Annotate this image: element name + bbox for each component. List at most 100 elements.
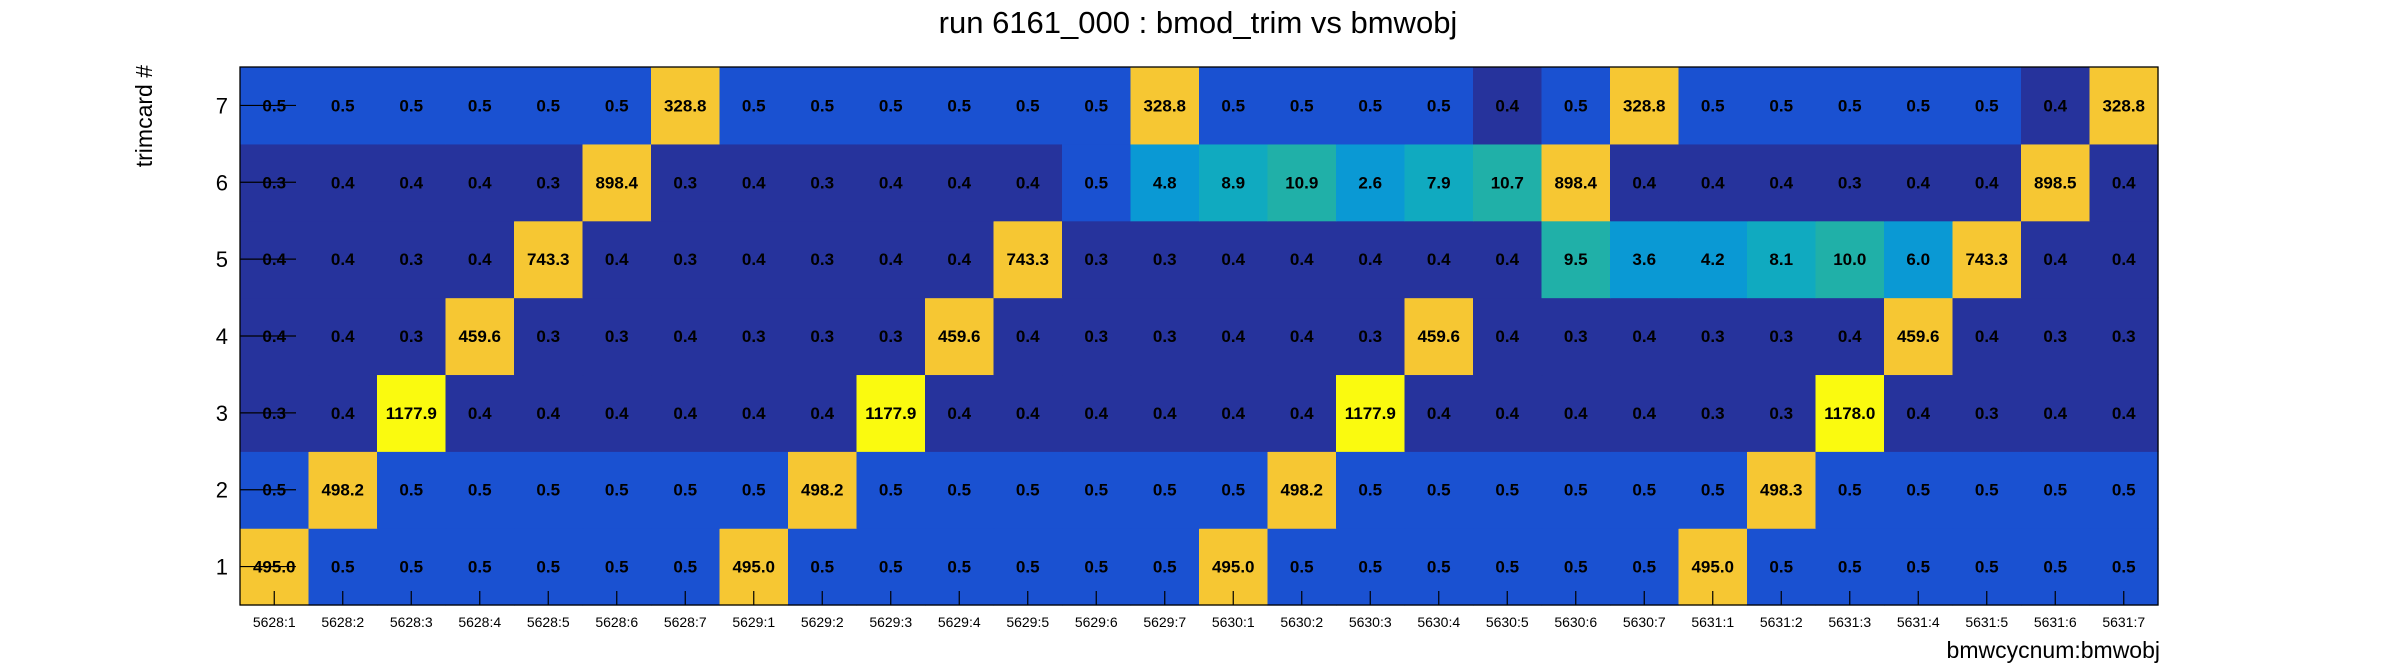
cell-value-label: 0.4	[1632, 173, 1656, 192]
x-tick-label: 5630:2	[1280, 614, 1323, 630]
y-tick-label: 4	[216, 324, 228, 349]
heatmap-cells	[240, 67, 2159, 606]
cell-value-label: 1177.9	[386, 404, 437, 423]
cell-value-label: 0.5	[1701, 96, 1725, 115]
cell-value-label: 0.4	[1975, 327, 1999, 346]
heatmap-cell	[1884, 451, 1954, 529]
cell-value-label: 0.4	[1495, 96, 1519, 115]
cell-value-label: 0.5	[536, 558, 560, 577]
cell-value-label: 0.5	[1153, 481, 1177, 500]
heatmap-cell	[308, 220, 378, 299]
cell-value-label: 0.5	[1084, 481, 1108, 500]
cell-value-label: 328.8	[1623, 96, 1666, 115]
heatmap-cell	[582, 220, 652, 299]
heatmap-cell	[1610, 220, 1680, 299]
heatmap-cell	[788, 67, 858, 145]
heatmap-cell	[1062, 220, 1132, 299]
cell-value-label: 0.4	[1290, 404, 1314, 423]
x-tick-label: 5631:3	[1828, 614, 1871, 630]
cell-value-label: 0.3	[1084, 327, 1108, 346]
heatmap-cell	[1884, 220, 1954, 299]
cell-value-label: 498.2	[1280, 481, 1323, 500]
cell-value-label: 0.5	[742, 481, 766, 500]
y-tick-label: 6	[216, 170, 228, 195]
heatmap-cell	[1747, 374, 1817, 452]
heatmap-cell	[1815, 220, 1885, 299]
heatmap-cell	[1952, 143, 2022, 222]
cell-value-label: 498.2	[801, 481, 844, 500]
cell-value-label: 0.5	[1701, 481, 1725, 500]
cell-value-label: 0.4	[947, 404, 971, 423]
heatmap-cell	[788, 143, 858, 222]
heatmap-cell	[856, 374, 926, 452]
cell-value-label: 898.4	[595, 173, 638, 192]
x-tick-label: 5631:1	[1691, 614, 1734, 630]
x-tick-label: 5630:4	[1417, 614, 1460, 630]
cell-value-label: 0.4	[879, 250, 903, 269]
heatmap-cell	[925, 220, 995, 299]
cell-value-label: 0.5	[1632, 481, 1656, 500]
heatmap-cell	[1336, 451, 1406, 529]
cell-value-label: 0.5	[1975, 96, 1999, 115]
heatmap-cell	[1267, 143, 1337, 222]
cell-value-label: 0.5	[399, 481, 423, 500]
cell-value-label: 459.6	[1897, 327, 1940, 346]
cell-value-label: 0.5	[536, 96, 560, 115]
cell-value-label: 0.5	[1358, 481, 1382, 500]
cell-value-label: 0.5	[1564, 558, 1588, 577]
heatmap-cell	[514, 143, 584, 222]
heatmap-cell	[719, 143, 789, 222]
cell-value-label: 0.4	[947, 250, 971, 269]
heatmap-cell	[582, 297, 652, 376]
x-tick-label: 5630:5	[1486, 614, 1529, 630]
cell-value-label: 0.3	[1975, 404, 1999, 423]
cell-value-label: 1178.0	[1824, 404, 1875, 423]
cell-value-label: 0.4	[468, 404, 492, 423]
heatmap-cell	[1610, 297, 1680, 376]
x-tick-label: 5629:5	[1006, 614, 1049, 630]
heatmap-cell	[925, 67, 995, 145]
x-axis-label: bmwcycnum:bmwobj	[1947, 637, 2160, 663]
heatmap-cell	[1336, 297, 1406, 376]
cell-value-label: 0.3	[536, 173, 560, 192]
heatmap-cell	[2021, 451, 2091, 529]
cell-value-label: 0.5	[1427, 481, 1451, 500]
cell-value-label: 10.9	[1285, 173, 1318, 192]
cell-value-label: 0.3	[742, 327, 766, 346]
x-tick-label: 5631:2	[1760, 614, 1803, 630]
heatmap-cell	[377, 143, 447, 222]
heatmap-cell	[1199, 143, 1269, 222]
cell-value-label: 0.4	[468, 173, 492, 192]
cell-value-label: 0.3	[810, 250, 834, 269]
x-tick-label: 5630:6	[1554, 614, 1597, 630]
heatmap-cell	[651, 297, 721, 376]
heatmap-cell	[2089, 143, 2159, 222]
heatmap-cell	[1473, 143, 1543, 222]
heatmap-cell	[582, 67, 652, 145]
cell-value-label: 0.5	[742, 96, 766, 115]
heatmap-cell	[1336, 374, 1406, 452]
heatmap-cell	[1130, 374, 1200, 452]
heatmap-cell	[308, 143, 378, 222]
cell-value-label: 0.5	[1769, 96, 1793, 115]
cell-value-label: 0.3	[1769, 327, 1793, 346]
cell-value-label: 498.3	[1760, 481, 1803, 500]
cell-value-label: 0.4	[810, 404, 834, 423]
heatmap-cell	[1130, 220, 1200, 299]
cell-value-label: 0.5	[1632, 558, 1656, 577]
cell-value-label: 0.4	[1495, 250, 1519, 269]
cell-value-label: 1177.9	[1345, 404, 1396, 423]
cell-value-label: 495.0	[1212, 558, 1255, 577]
cell-value-label: 0.5	[879, 558, 903, 577]
heatmap-cell	[377, 451, 447, 529]
heatmap-cell	[2021, 143, 2091, 222]
heatmap-cell	[445, 220, 515, 299]
cell-value-label: 0.3	[536, 327, 560, 346]
cell-value-label: 0.4	[1290, 250, 1314, 269]
heatmap-cell	[651, 451, 721, 529]
heatmap-cell	[788, 451, 858, 529]
heatmap-cell	[514, 451, 584, 529]
cell-value-label: 1177.9	[865, 404, 916, 423]
heatmap-cell	[1815, 374, 1885, 452]
